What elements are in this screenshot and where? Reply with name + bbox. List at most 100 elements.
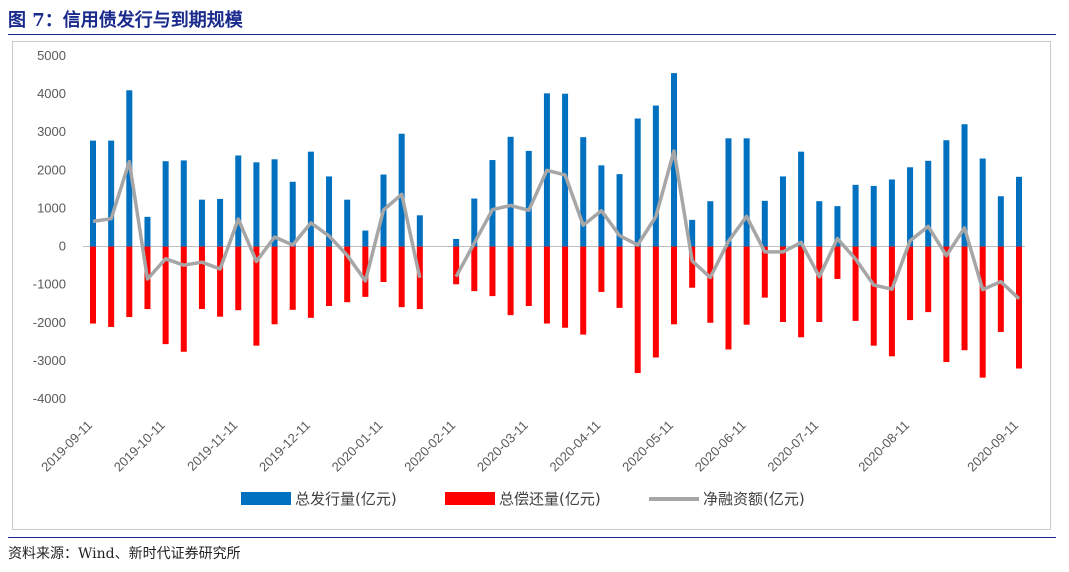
issuance-bar (852, 184, 859, 247)
repayment-bar (562, 246, 569, 328)
issuance-bar (652, 105, 659, 247)
repayment-bar (779, 246, 786, 323)
title-divider (8, 34, 1056, 35)
issuance-bar (598, 165, 605, 247)
repayment-bar (761, 246, 768, 298)
y-tick-label: -2000 (33, 315, 66, 330)
legend-label-net-financing: 净融资额(亿元) (703, 490, 805, 508)
repayment-bar (852, 246, 859, 321)
repayment-bar (543, 246, 550, 324)
repayment-bar (834, 246, 841, 279)
repayment-bar (489, 246, 496, 297)
issuance-bar (453, 238, 460, 247)
issuance-bar (144, 216, 151, 247)
repayment-bar (961, 246, 968, 351)
repayment-bar (362, 246, 369, 297)
repayment-bar (344, 246, 351, 303)
legend-swatch-issuance (241, 492, 291, 505)
issuance-bar (779, 176, 786, 247)
issuance-bar (634, 118, 641, 247)
issuance-bar (253, 162, 260, 247)
issuance-bar (562, 93, 569, 247)
issuance-bar (997, 196, 1004, 247)
issuance-bar (326, 176, 333, 247)
issuance-bar (907, 167, 914, 247)
issuance-bar (925, 160, 932, 247)
issuance-bar (162, 161, 169, 247)
repayment-bar (580, 246, 587, 335)
repayment-bar (671, 246, 678, 325)
x-tick-label: 2020-04-11 (547, 418, 604, 475)
issuance-bar (507, 136, 514, 247)
issuance-bar (707, 201, 714, 247)
issuance-bar (489, 160, 496, 247)
issuance-bar (1016, 176, 1022, 247)
repayment-bar (198, 246, 205, 310)
repayment-bar (398, 246, 405, 308)
source-note: 资料来源：Wind、新时代证券研究所 (8, 546, 241, 562)
repayment-bar (108, 246, 115, 327)
issuance-bar (289, 181, 296, 247)
issuance-bar (798, 151, 805, 247)
repayment-bar (907, 246, 914, 321)
y-tick-label: -4000 (33, 391, 66, 406)
repayment-bar (997, 246, 1004, 332)
issuance-bar (398, 133, 405, 247)
y-tick-label: -3000 (33, 353, 66, 368)
issuance-bar (416, 215, 423, 247)
issuance-bar (235, 155, 242, 247)
issuance-bar (961, 124, 968, 247)
legend-label-issuance: 总发行量(亿元) (295, 490, 397, 508)
net-financing-line (92, 159, 422, 283)
repayment-bar (870, 246, 877, 346)
repayment-bar (816, 246, 823, 323)
x-tick-label: 2020-09-11 (964, 418, 1021, 475)
issuance-bar (271, 159, 278, 247)
issuance-bar (108, 140, 115, 247)
repayment-bar (598, 246, 605, 292)
issuance-bar (870, 185, 877, 247)
issuance-bar (743, 138, 750, 247)
x-tick-label: 2020-07-11 (764, 418, 821, 475)
repayment-bar (979, 246, 986, 378)
repayment-bar (925, 246, 932, 313)
issuance-bar (816, 201, 823, 247)
x-tick-label: 2019-12-11 (256, 418, 313, 475)
x-tick-label: 2020-06-11 (692, 418, 749, 475)
repayment-bar (253, 246, 260, 346)
x-tick-label: 2019-11-11 (184, 418, 240, 474)
issuance-bar (90, 140, 96, 247)
issuance-bar (525, 150, 532, 247)
repayment-bar (235, 246, 242, 311)
issuance-bar (217, 198, 224, 247)
legend-swatch-repayment (445, 492, 495, 505)
x-tick-label: 2020-01-11 (329, 418, 386, 475)
issuance-bar (888, 179, 895, 247)
repayment-bar (652, 246, 659, 358)
issuance-bar (307, 151, 314, 247)
repayment-bar (326, 246, 333, 307)
chart-frame: 5000 4000 3000 2000 1000 0 -1000 -2000 -3000 -400… (12, 41, 1051, 530)
issuance-bar (616, 174, 623, 247)
issuance-bar (943, 140, 950, 247)
credit-bond-chart: 5000 4000 3000 2000 1000 0 -1000 -2000 -3000 -400… (33, 48, 1025, 508)
repayment-bar (217, 246, 224, 317)
y-tick-label: 4000 (37, 86, 66, 101)
repayment-bar (380, 246, 387, 282)
repayment-bar (162, 246, 169, 345)
issuance-bar (725, 138, 732, 247)
y-tick-label: 5000 (37, 48, 66, 63)
repayment-bar (525, 246, 532, 307)
x-tick-label: 2019-09-11 (38, 418, 95, 475)
repayment-bar (126, 246, 133, 318)
repayment-bar (507, 246, 514, 316)
y-tick-label: 2000 (37, 162, 66, 177)
issuance-bar (362, 230, 369, 247)
repayment-bar (888, 246, 895, 357)
figure-title: 图 7：信用债发行与到期规模 (8, 10, 243, 31)
issuance-bar (471, 198, 478, 247)
repayment-bar (1016, 246, 1022, 369)
repayment-bar (307, 246, 314, 318)
x-tick-label: 2020-05-11 (619, 418, 676, 475)
issuance-bar (689, 219, 696, 247)
